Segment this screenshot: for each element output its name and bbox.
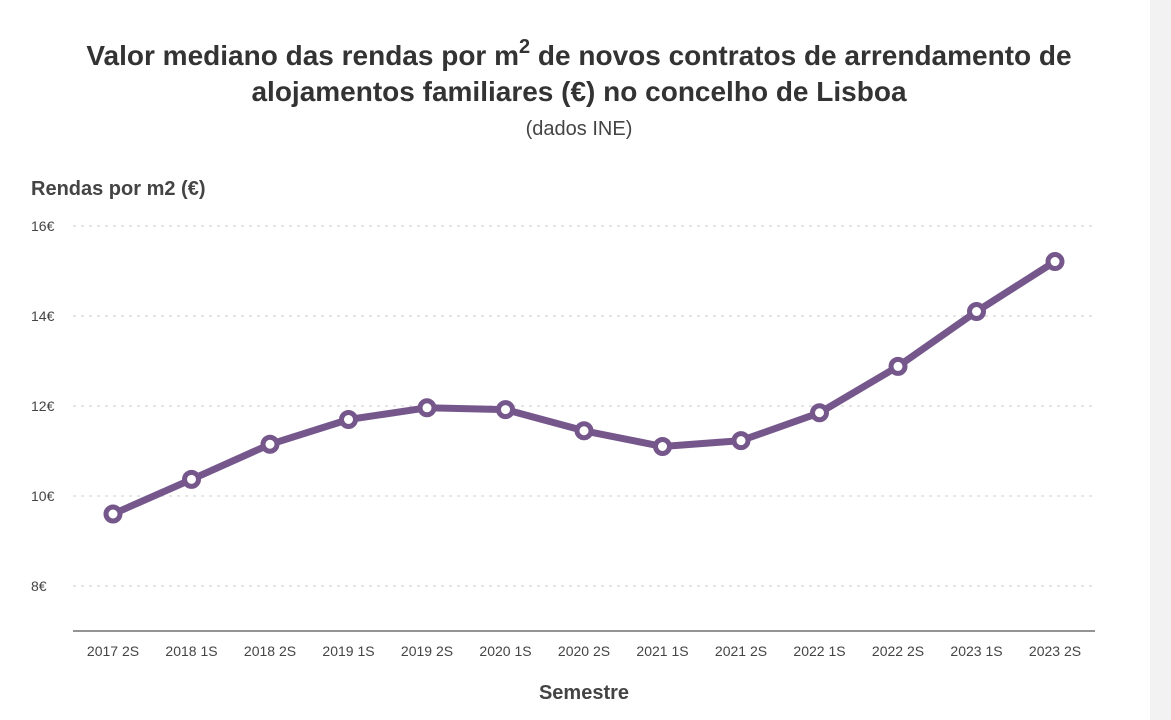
x-tick-label: 2020 1S <box>479 643 531 659</box>
chart-subtitle: (dados INE) <box>525 118 633 140</box>
data-point[interactable] <box>888 356 908 376</box>
data-point[interactable] <box>731 431 751 451</box>
title-part1: Valor mediano das rendas por m <box>86 40 519 71</box>
y-tick-label: 8€ <box>31 578 47 594</box>
y-tick-label: 10€ <box>31 488 55 504</box>
data-point[interactable] <box>653 437 672 456</box>
data-point[interactable] <box>574 421 594 441</box>
x-tick-label: 2019 1S <box>322 643 374 659</box>
x-tick-label: 2022 1S <box>793 643 845 659</box>
y-tick-label: 12€ <box>31 398 55 414</box>
title-part2: de novos contratos de arrendamento de <box>530 40 1072 71</box>
x-tick-label: 2017 2S <box>87 643 139 659</box>
data-point[interactable] <box>182 469 201 489</box>
x-tick-label: 2022 2S <box>872 643 924 659</box>
chart-title: Valor mediano das rendas por m2 de novos… <box>0 36 1158 110</box>
page-edge <box>1150 0 1171 720</box>
y-axis-label: Rendas por m2 (€) <box>31 178 206 200</box>
title-superscript: 2 <box>519 36 531 58</box>
x-tick-label: 2020 2S <box>558 643 610 659</box>
data-points <box>103 252 1065 524</box>
gridlines <box>73 225 1095 587</box>
y-tick-labels: 8€ 10€ 12€ 14€ 16€ <box>31 218 55 594</box>
y-tick-label: 16€ <box>31 218 55 234</box>
data-point[interactable] <box>417 398 437 418</box>
data-point[interactable] <box>339 410 358 429</box>
x-axis-label: Semestre <box>538 682 630 704</box>
data-point[interactable] <box>103 504 123 524</box>
data-point[interactable] <box>496 400 515 420</box>
x-tick-label: 2018 1S <box>165 643 217 659</box>
x-tick-labels: 2017 2S 2018 1S 2018 2S 2019 1S 2019 2S 2020 … <box>87 643 1081 659</box>
x-tick-label: 2021 1S <box>636 643 688 659</box>
data-point[interactable] <box>260 434 280 454</box>
x-tick-label: 2023 1S <box>950 643 1002 659</box>
x-tick-label: 2023 2S <box>1029 643 1081 659</box>
data-point[interactable] <box>1045 252 1065 272</box>
title-line2: alojamentos familiares (€) no concelho d… <box>251 76 907 107</box>
x-tick-label: 2021 2S <box>715 643 767 659</box>
series-line <box>109 258 1059 518</box>
y-tick-label: 14€ <box>31 308 55 324</box>
data-point[interactable] <box>810 403 829 423</box>
data-point[interactable] <box>967 302 986 321</box>
x-tick-label: 2019 2S <box>401 643 453 659</box>
x-tick-label: 2018 2S <box>244 643 296 659</box>
